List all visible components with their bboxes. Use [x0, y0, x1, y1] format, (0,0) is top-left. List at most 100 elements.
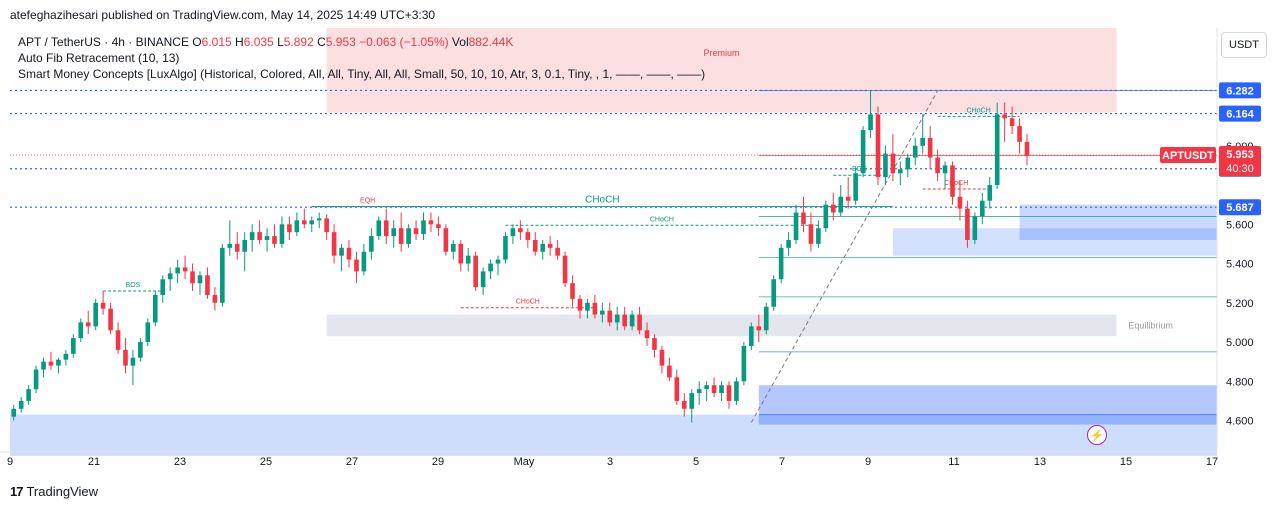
candle-body-133	[1002, 114, 1007, 119]
candle-body-2	[26, 389, 31, 401]
candle-body-105	[793, 212, 799, 240]
candle-body-104	[786, 239, 791, 248]
x-tick-label-10: 9	[865, 456, 871, 468]
x-tick-label-4: 27	[346, 456, 358, 468]
x-tick-label-12: 13	[1034, 456, 1046, 468]
price-tag-0: 6.282	[1226, 85, 1254, 97]
candle-body-93	[704, 385, 709, 390]
smc-zones: Premium Equilibrium	[10, 28, 1217, 456]
candle-body-28	[220, 247, 225, 303]
candle-body-70	[532, 239, 538, 252]
high-value: 6.035	[243, 35, 274, 49]
order-block-2	[892, 228, 1217, 256]
candle-body-64	[488, 263, 493, 272]
candle-body-119	[898, 169, 903, 174]
open-value: 6.015	[201, 35, 232, 49]
structure-label-2: CHoCH	[585, 195, 619, 206]
candle-body-127	[957, 196, 963, 209]
y-tick-label-5: 5.600	[1226, 219, 1254, 231]
candle-body-120	[905, 157, 911, 170]
indicator-fib[interactable]: Auto Fib Retracement (10, 13)	[18, 51, 180, 65]
structure-label-6: CHoCH	[967, 107, 991, 114]
candle-body-100	[756, 326, 762, 331]
candle-body-69	[525, 232, 531, 240]
y-tick-label-2: 5.000	[1226, 337, 1254, 349]
candle-body-4	[41, 361, 46, 370]
candle-body-109	[823, 204, 829, 229]
candle-body-116	[875, 114, 881, 178]
candle-body-26	[205, 275, 210, 295]
current-price-tag-bg	[1219, 145, 1261, 176]
candle-body-43	[331, 232, 337, 256]
x-tick-label-0: 9	[7, 456, 13, 468]
candle-body-78	[592, 302, 598, 315]
fib-trend-line	[750, 90, 939, 423]
candle-body-114	[860, 130, 866, 174]
candle-body-37	[287, 224, 292, 233]
candle-body-20	[160, 279, 166, 295]
candle-body-111	[838, 196, 844, 213]
ohlc-row: APT / TetherUS · 4h · BINANCE O6.015 H6.…	[18, 34, 705, 50]
x-tick-label-9: 7	[779, 456, 785, 468]
structure-label-5: BOS	[852, 166, 867, 173]
y-tick-label-0: 4.600	[1226, 416, 1254, 428]
candle-body-10	[85, 322, 91, 327]
price-tag-3: 5.687	[1226, 202, 1254, 214]
candle-body-18	[145, 322, 151, 343]
candle-body-50	[383, 220, 389, 237]
symbol-tag: APTUSDT	[1162, 150, 1214, 162]
candle-body-58	[443, 228, 449, 252]
close-value: 5.953	[325, 35, 356, 49]
candle-body-71	[540, 243, 546, 252]
indicator-smc[interactable]: Smart Money Concepts [LuxAlgo] (Historic…	[18, 67, 706, 81]
candle-body-121	[912, 145, 918, 158]
candle-body-77	[585, 302, 590, 311]
candle-body-21	[167, 273, 173, 280]
volume-label: Vol	[451, 35, 469, 49]
candle-body-125	[942, 165, 948, 174]
y-tick-label-1: 4.800	[1226, 376, 1254, 388]
fib-levels	[10, 89, 1217, 423]
x-axis: 9 21 23 25 27 29 May 3 5 7 9 11 13 15 17	[0, 451, 1218, 468]
y-tick-label-3: 5.200	[1226, 298, 1254, 310]
order-block-1	[758, 385, 1217, 425]
candle-body-27	[212, 294, 218, 303]
candle-body-134	[1009, 118, 1015, 127]
candle-body-107	[808, 224, 814, 244]
candle-body-24	[190, 271, 195, 284]
candle-body-63	[480, 271, 486, 288]
candle-body-132	[994, 114, 1000, 186]
candle-body-72	[547, 243, 553, 248]
candle-body-90	[681, 400, 687, 409]
flash-icon[interactable]: ⚡	[1087, 425, 1107, 445]
publisher-line: atefeghazihesari published on TradingVie…	[10, 8, 436, 22]
candle-body-3	[33, 369, 39, 390]
x-tick-label-7: 3	[607, 456, 613, 468]
candle-body-106	[801, 212, 806, 225]
candle-body-103	[778, 247, 784, 280]
candle-body-52	[398, 228, 404, 244]
order-block-3	[1019, 204, 1217, 240]
close-label: C	[317, 35, 326, 49]
candle-body-56	[428, 220, 434, 225]
candle-body-36	[279, 224, 285, 244]
low-label: L	[277, 35, 284, 49]
candle-body-12	[100, 302, 106, 309]
candle-body-68	[518, 228, 523, 233]
candle-body-38	[294, 220, 300, 233]
candle-body-89	[674, 377, 680, 401]
y-tick-label-4: 5.400	[1226, 259, 1254, 271]
currency-button[interactable]: USDT	[1221, 32, 1267, 58]
candle-body-124	[935, 157, 940, 174]
candle-body-9	[78, 322, 84, 339]
candle-body-130	[979, 200, 985, 217]
symbol-title[interactable]: APT / TetherUS · 4h · BINANCE	[18, 35, 189, 49]
tradingview-logo[interactable]: 17 TradingView	[10, 484, 98, 499]
candle-body-79	[600, 310, 605, 315]
candle-body-40	[309, 220, 315, 225]
candle-body-13	[108, 308, 113, 331]
candle-body-0	[11, 408, 17, 417]
price-tag-bg-0	[1219, 82, 1261, 99]
